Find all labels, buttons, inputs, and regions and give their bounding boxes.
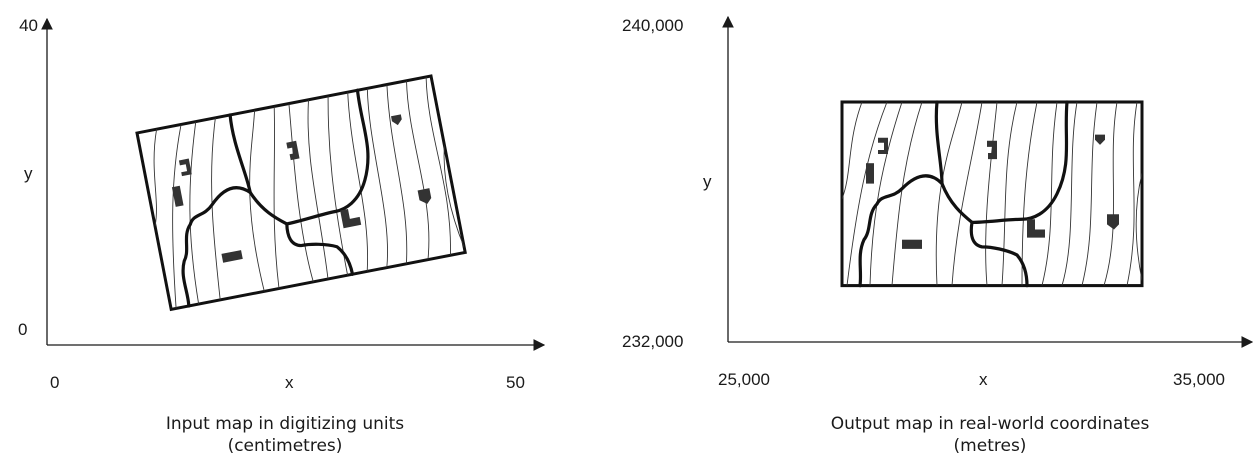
right-x-left-label: 25,000 [718,370,770,389]
right-caption: Output map in real-world coordinates (me… [790,413,1190,457]
left-caption-line2: (centimetres) [227,436,343,456]
left-x-left-label: 0 [50,373,59,392]
right-y-bottom-label: 232,000 [622,332,683,351]
left-caption: Input map in digitizing units (centimetr… [130,413,440,457]
left-caption-line1: Input map in digitizing units [165,414,405,434]
left-x-axis-label: x [285,373,294,392]
left-y-bottom-label: 0 [18,320,27,339]
input-map [137,76,465,309]
right-y-axis-label: y [703,172,712,191]
left-y-axis-label: y [24,164,33,183]
left-y-top-label: 40 [19,16,38,35]
right-panel: 240,000 232,000 y 25,000 x 35,000 [622,15,1254,389]
left-panel: 40 0 y 0 x 50 [18,16,546,392]
left-x-right-label: 50 [506,373,525,392]
right-x-axis-label: x [979,370,988,389]
right-x-right-label: 35,000 [1173,370,1225,389]
right-caption-line1: Output map in real-world coordinates [830,414,1150,434]
output-map [842,102,1142,286]
right-caption-line2: (metres) [953,436,1027,456]
right-y-top-label: 240,000 [622,16,683,35]
